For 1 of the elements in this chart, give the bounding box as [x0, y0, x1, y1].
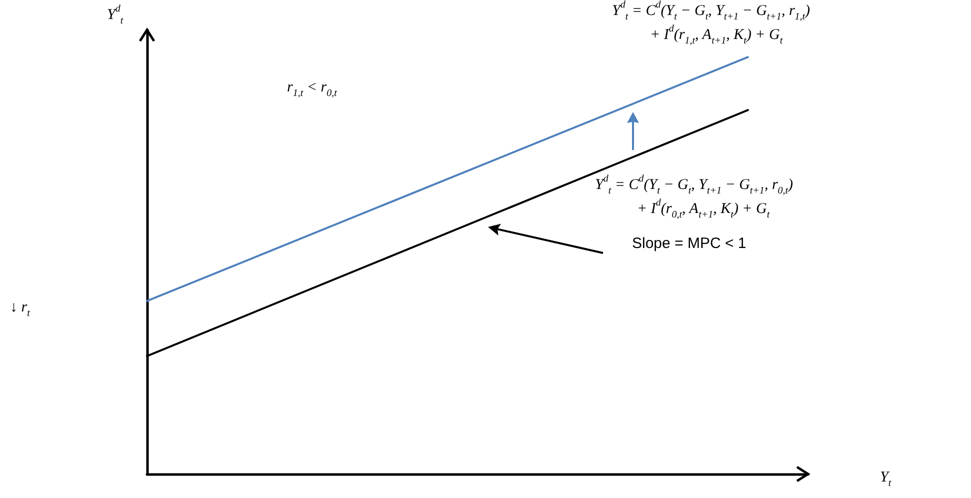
- annotation: Slope = MPC < 1: [632, 235, 746, 252]
